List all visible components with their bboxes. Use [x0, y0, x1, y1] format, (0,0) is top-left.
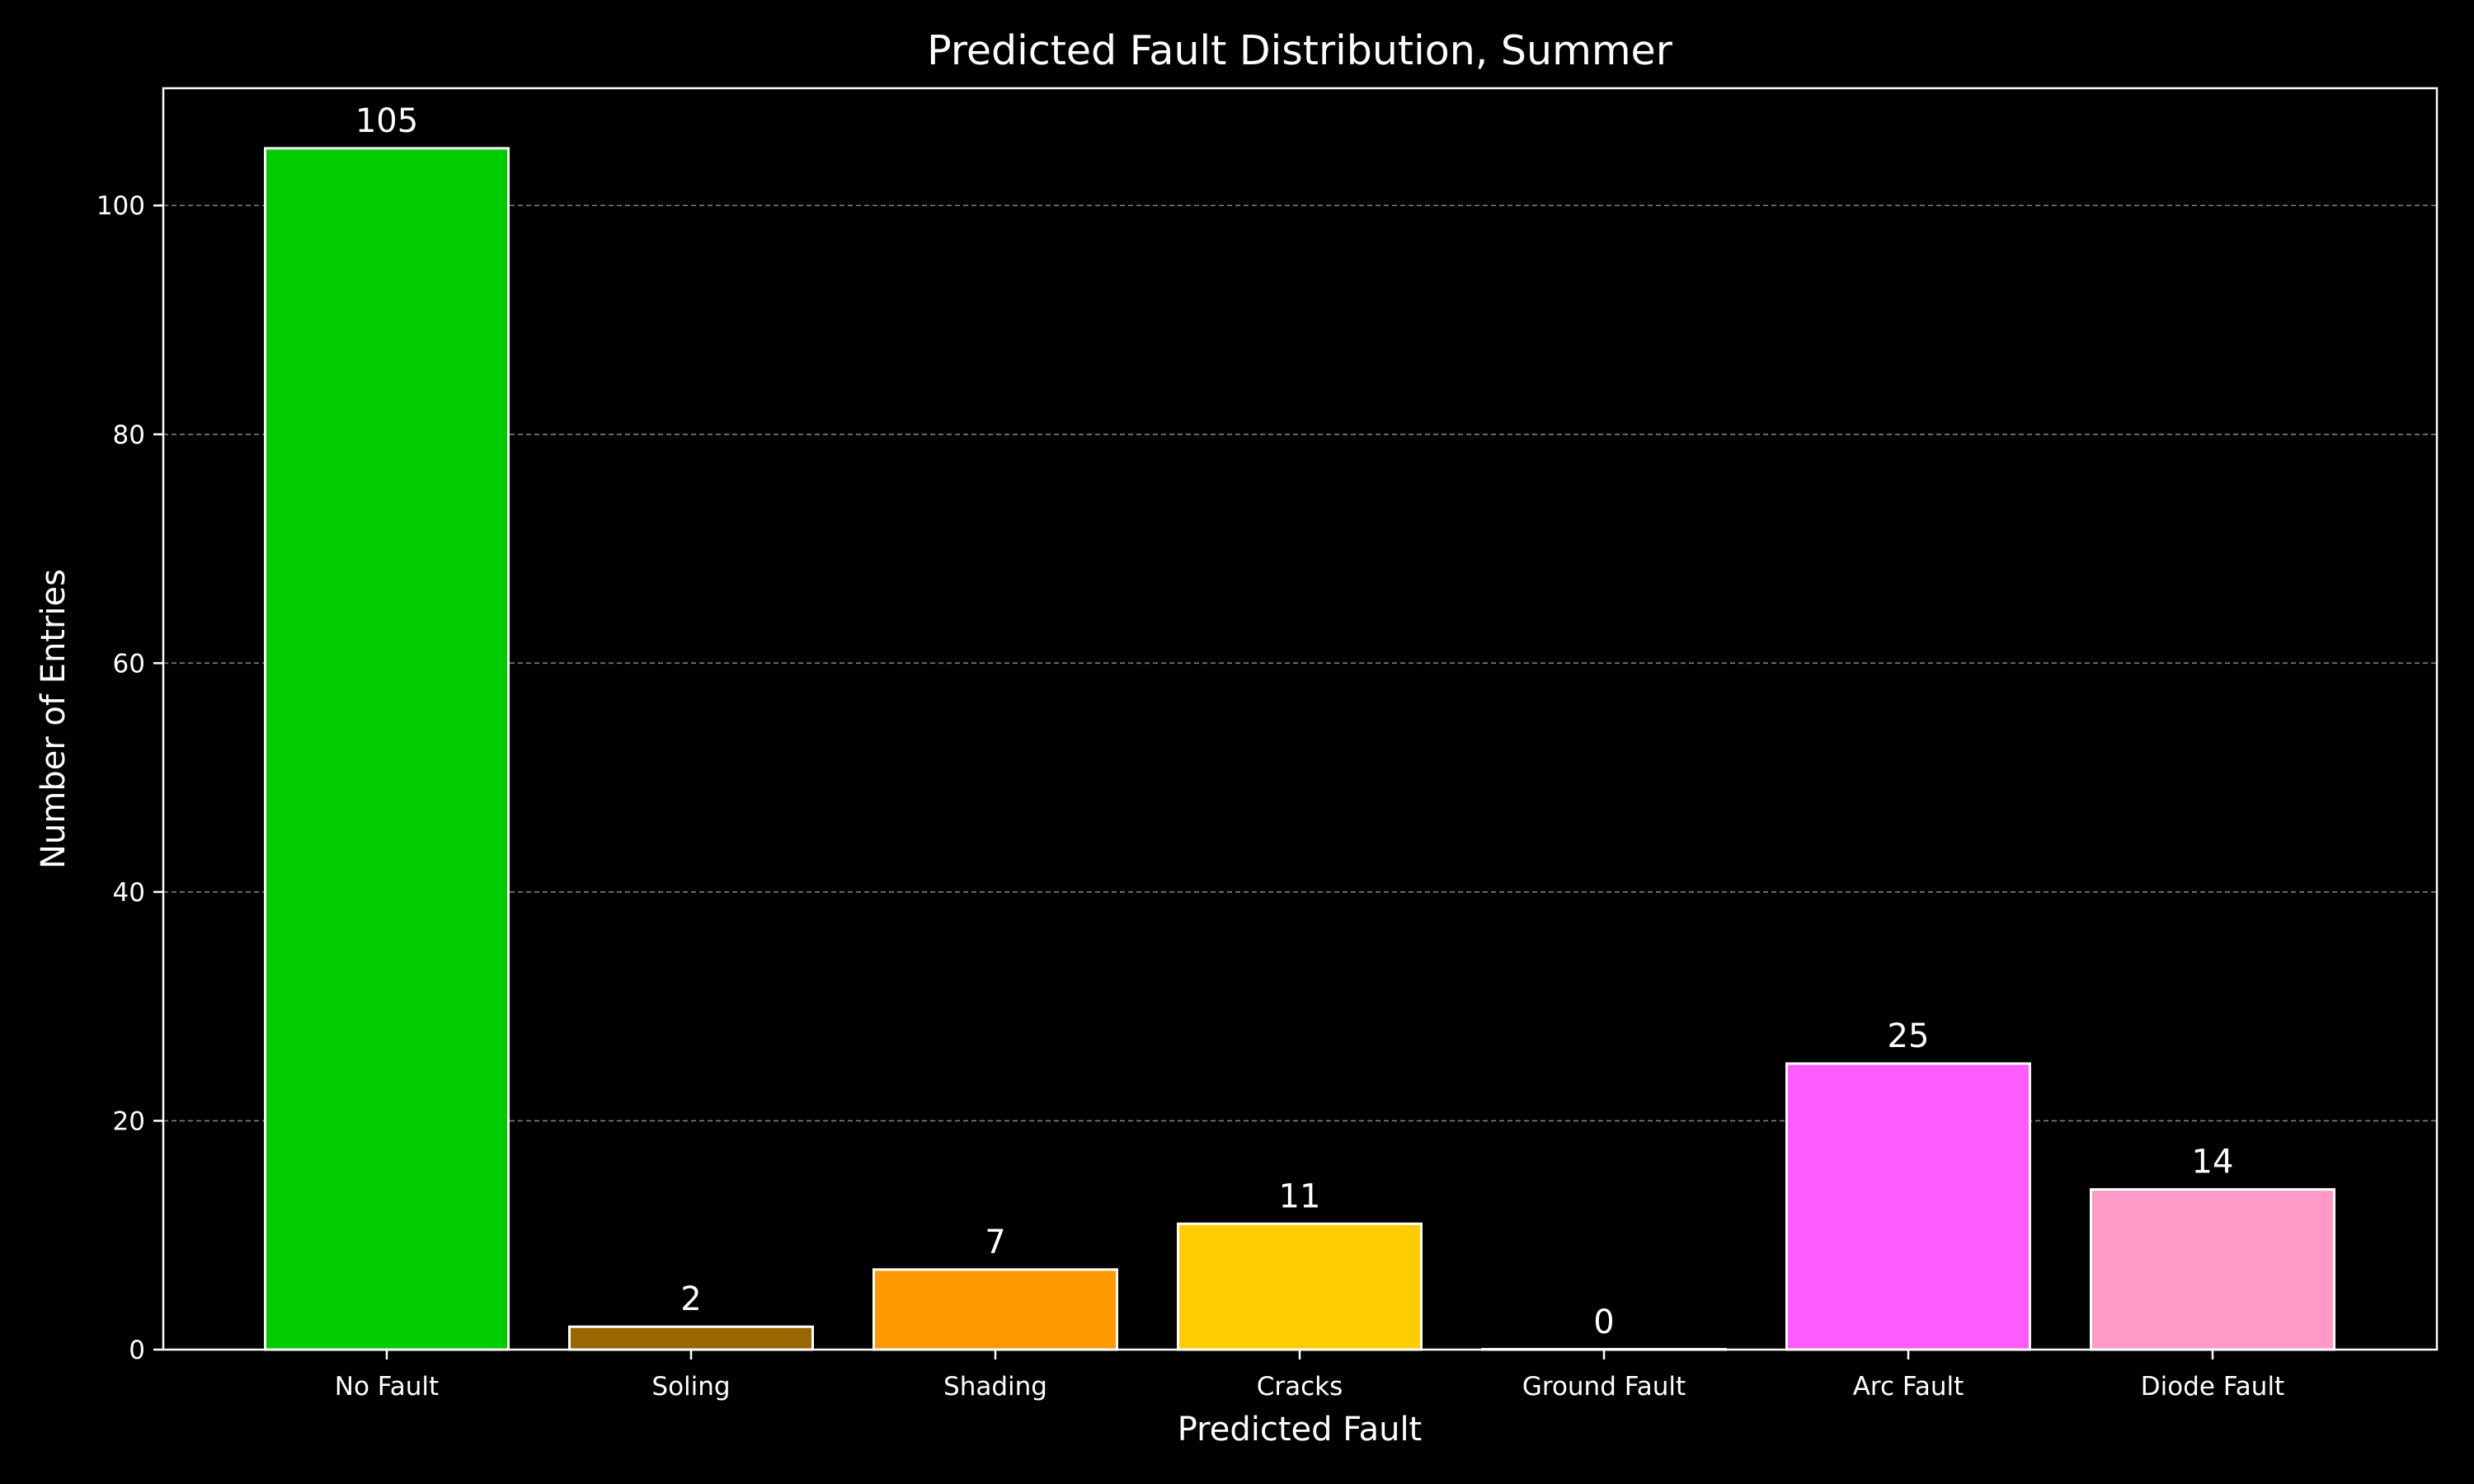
y-tick-label: 100 — [96, 191, 145, 221]
x-tick-label: Cracks — [1257, 1372, 1343, 1402]
chart-title: Predicted Fault Distribution, Summer — [927, 27, 1673, 74]
bar — [872, 1268, 1118, 1351]
bar-value-label: 14 — [2192, 1144, 2234, 1181]
bar — [2090, 1188, 2335, 1351]
y-tick-label: 20 — [113, 1106, 145, 1136]
x-tick-label: Ground Fault — [1522, 1372, 1686, 1402]
x-tick-label: No Fault — [335, 1372, 439, 1402]
x-axis-label: Predicted Fault — [1178, 1411, 1422, 1449]
data-labels: 105 2 7 11 0 25 14 — [355, 102, 2234, 1341]
y-tick-label: 0 — [129, 1336, 145, 1365]
bar-value-label: 7 — [985, 1223, 1005, 1261]
x-axis-ticks: No Fault Soling Shading Cracks Ground Fault A… — [335, 1350, 2284, 1402]
x-tick-label: Arc Fault — [1853, 1372, 1964, 1402]
bars — [264, 147, 2335, 1351]
y-tick-label: 60 — [113, 649, 145, 679]
bar — [1177, 1222, 1423, 1351]
bar-value-label: 0 — [1593, 1303, 1614, 1341]
x-tick-label: Soling — [651, 1372, 730, 1402]
y-axis-ticks: 0 20 40 60 80 100 — [96, 191, 163, 1365]
y-axis-label: Number of Entries — [35, 569, 73, 869]
bar — [264, 147, 510, 1351]
x-tick-label: Shading — [943, 1372, 1047, 1402]
bar-value-label: 105 — [355, 102, 418, 140]
bar — [568, 1325, 814, 1351]
y-tick-label: 80 — [113, 420, 145, 450]
bar — [1785, 1062, 2031, 1351]
y-tick-label: 40 — [113, 878, 145, 908]
x-tick-label: Diode Fault — [2141, 1372, 2284, 1402]
bar-value-label: 25 — [1888, 1017, 1930, 1055]
bar-value-label: 11 — [1279, 1177, 1321, 1215]
bar-value-label: 2 — [680, 1280, 701, 1318]
